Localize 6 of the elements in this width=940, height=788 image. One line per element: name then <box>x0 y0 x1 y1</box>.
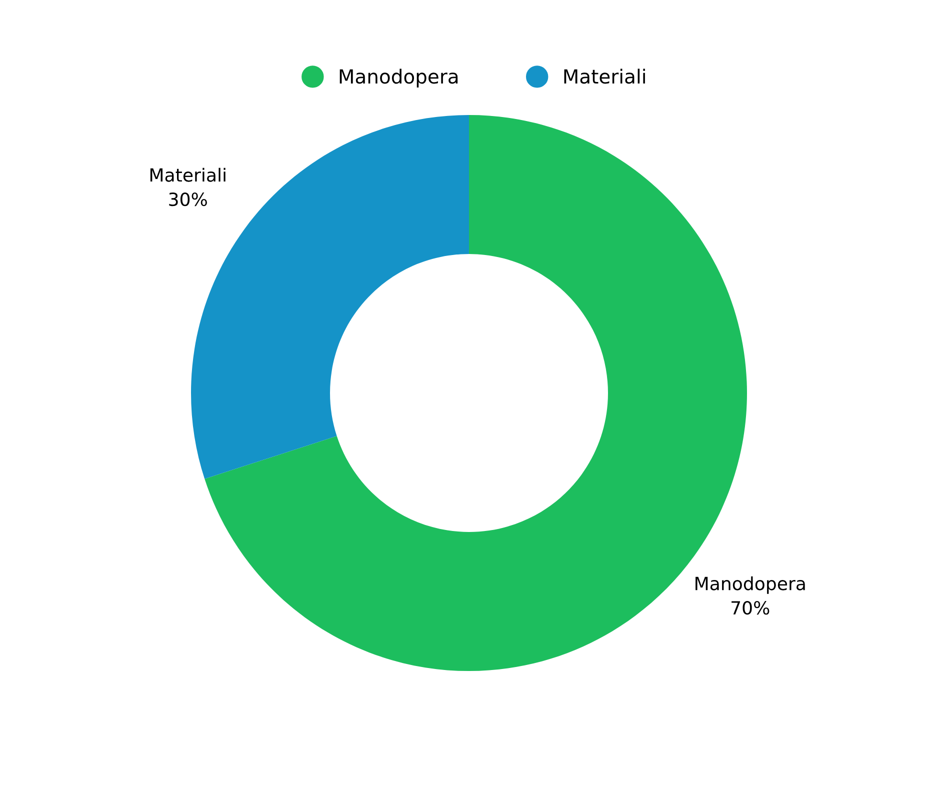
slice-label: Materiali <box>150 168 226 182</box>
data-label: 70% <box>732 601 770 615</box>
legend-label: Manodopera <box>340 68 458 88</box>
slice-label: Manodopera <box>696 576 805 594</box>
legend-label: Materiali <box>564 68 645 84</box>
data-label: 30% <box>169 192 207 206</box>
